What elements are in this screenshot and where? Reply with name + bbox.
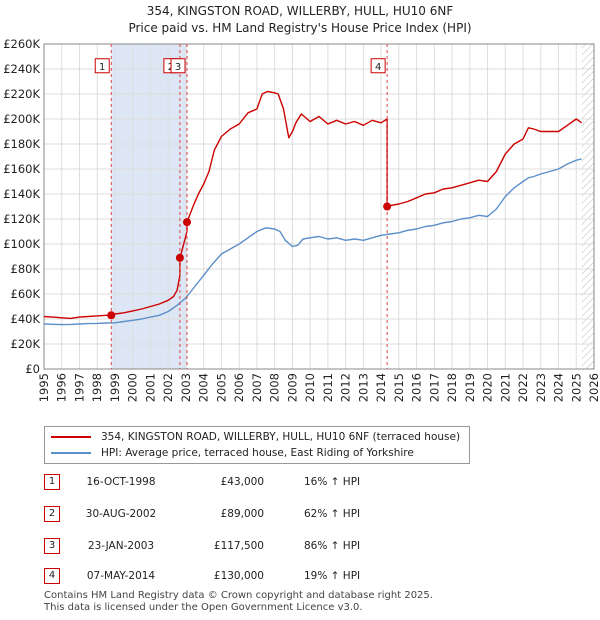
sale-label-text: 3: [175, 62, 181, 73]
sale-label-text: 4: [375, 62, 381, 73]
y-tick-label: £220K: [3, 87, 40, 101]
sale-hpi-change: 86% ↑ HPI: [304, 540, 361, 552]
x-tick-label: 2025: [569, 373, 583, 402]
x-tick-label: 2019: [463, 373, 477, 402]
legend-item-property: 354, KINGSTON ROAD, WILLERBY, HULL, HU10…: [51, 429, 460, 445]
x-tick-label: 2024: [552, 373, 566, 402]
footer-licence: This data is licensed under the Open Gov…: [44, 602, 363, 613]
sale-point: [383, 202, 392, 211]
x-tick-label: 2020: [481, 373, 495, 402]
x-tick-label: 2010: [303, 373, 317, 402]
y-tick-label: £140K: [3, 187, 40, 201]
y-tick-label: £200K: [3, 112, 40, 126]
x-tick-label: 2021: [498, 373, 512, 402]
sale-hpi-change: 62% ↑ HPI: [304, 508, 361, 520]
y-tick-label: £20K: [11, 337, 41, 351]
sale-number-badge: 3: [44, 538, 60, 554]
x-tick-label: 2015: [392, 373, 406, 402]
sale-label-box: [170, 58, 186, 74]
chart-subtitle: Price paid vs. HM Land Registry's House …: [128, 21, 472, 35]
x-tick-label: 2026: [587, 373, 600, 402]
hpi-line: [43, 158, 582, 326]
y-tick-label: £0: [25, 362, 40, 376]
sale-number-badge: 4: [44, 568, 60, 584]
sale-date: 16-OCT-1998: [86, 476, 156, 488]
sale-hpi-change: 19% ↑ HPI: [304, 570, 361, 582]
sale-number-badge: 1: [44, 474, 60, 490]
sale-label-box: [94, 58, 110, 74]
sale-label-box: [370, 58, 386, 74]
x-tick-label: 2018: [445, 373, 459, 402]
legend-label-property: 354, KINGSTON ROAD, WILLERBY, HULL, HU10…: [101, 431, 461, 443]
sale-price: £130,000: [213, 570, 264, 582]
y-tick-label: £60K: [11, 287, 41, 301]
y-tick-label: £40K: [11, 312, 41, 326]
sale-point: [175, 253, 184, 262]
x-tick-label: 2007: [250, 373, 264, 402]
sale-price: £43,000: [220, 476, 264, 488]
legend-item-hpi: HPI: Average price, terraced house, East…: [51, 445, 414, 461]
x-tick-label: 2001: [143, 373, 157, 402]
sale-price: £117,500: [213, 540, 264, 552]
x-tick-label: 2023: [534, 373, 548, 402]
sale-label-text: 1: [99, 62, 105, 73]
x-tick-label: 2017: [427, 373, 441, 402]
y-tick-label: £180K: [3, 137, 40, 151]
x-tick-label: 2002: [161, 373, 175, 402]
sale-date: 30-AUG-2002: [85, 508, 157, 520]
y-tick-label: £260K: [3, 37, 40, 51]
property-price-line: [43, 90, 583, 320]
x-tick-label: 1996: [55, 373, 69, 402]
y-tick-label: £120K: [3, 212, 40, 226]
x-tick-label: 1998: [90, 373, 104, 402]
sale-hpi-change: 16% ↑ HPI: [304, 476, 361, 488]
x-tick-label: 2009: [285, 373, 299, 402]
sale-point: [107, 311, 116, 320]
y-tick-label: £160K: [3, 162, 40, 176]
x-tick-label: 2014: [374, 373, 388, 402]
legend-swatch-hpi: [51, 452, 91, 454]
x-tick-label: 1999: [108, 373, 122, 402]
x-tick-label: 2022: [516, 373, 530, 402]
y-tick-label: £240K: [3, 62, 40, 76]
legend-swatch-property: [51, 436, 91, 438]
sale-date: 07-MAY-2014: [86, 570, 156, 582]
sale-number-badge: 2: [44, 506, 60, 522]
sale-date: 23-JAN-2003: [87, 540, 155, 552]
y-tick-label: £100K: [3, 237, 40, 251]
x-tick-label: 2011: [321, 373, 335, 402]
x-tick-label: 2008: [268, 373, 282, 402]
legend-label-hpi: HPI: Average price, terraced house, East…: [101, 447, 414, 459]
x-tick-label: 1997: [72, 373, 86, 402]
plot-frame: [43, 43, 595, 370]
shaded-period: [111, 44, 187, 369]
x-tick-label: 2000: [126, 373, 140, 402]
x-tick-label: 1995: [37, 373, 51, 402]
price-chart: £0 £20K £40K £60K £80K £100K £120K £140K £160K £1…: [3, 37, 600, 402]
x-tick-label: 2013: [356, 373, 370, 402]
x-tick-label: 2004: [197, 373, 211, 402]
y-tick-label: £80K: [11, 262, 41, 276]
chart-title: 354, KINGSTON ROAD, WILLERBY, HULL, HU10…: [146, 4, 454, 18]
x-tick-label: 2012: [339, 373, 353, 402]
hatched-projection-region: [581, 44, 594, 369]
x-tick-label: 2005: [214, 373, 228, 402]
footer-copyright: Contains HM Land Registry data © Crown c…: [44, 590, 433, 601]
x-tick-label: 2016: [410, 373, 424, 402]
x-tick-label: 2003: [179, 373, 193, 402]
sale-point: [183, 218, 191, 227]
x-tick-label: 2006: [232, 373, 246, 402]
legend: 354, KINGSTON ROAD, WILLERBY, HULL, HU10…: [44, 426, 470, 464]
sale-price: £89,000: [220, 508, 264, 520]
